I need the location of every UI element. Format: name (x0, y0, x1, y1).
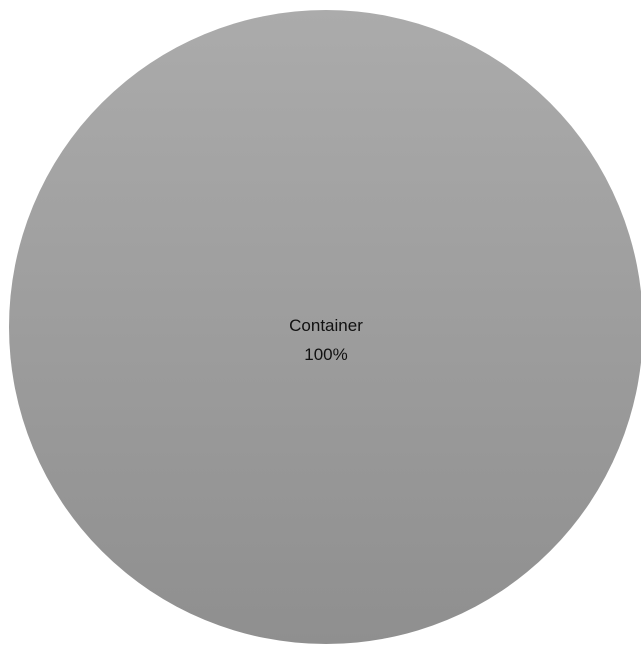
slice-label-percent: 100% (304, 345, 347, 364)
slice-label-name: Container (289, 316, 363, 335)
pie-labels: Container 100% (289, 316, 363, 364)
pie-slice-container (9, 10, 641, 644)
pie-slices (9, 10, 641, 644)
